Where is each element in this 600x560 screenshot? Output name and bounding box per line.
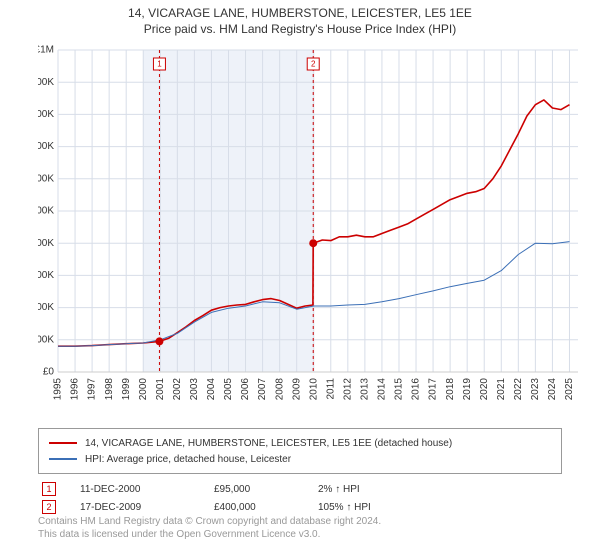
chart-container: { "title": "14, VICARAGE LANE, HUMBERSTO…: [0, 0, 600, 560]
svg-text:£600K: £600K: [38, 173, 54, 184]
chart-subtitle: Price paid vs. HM Land Registry's House …: [0, 20, 600, 36]
svg-text:2020: 2020: [479, 378, 490, 401]
sale-row-1: 1 11-DEC-2000 £95,000 2% ↑ HPI: [42, 480, 562, 498]
svg-text:2011: 2011: [325, 378, 336, 400]
sale-date-1: 11-DEC-2000: [80, 484, 190, 495]
svg-text:£0: £0: [43, 367, 55, 378]
sale-row-2: 2 17-DEC-2009 £400,000 105% ↑ HPI: [42, 498, 562, 516]
svg-text:2015: 2015: [394, 378, 405, 401]
svg-text:£200K: £200K: [38, 302, 54, 313]
svg-text:2017: 2017: [428, 378, 439, 401]
svg-text:£700K: £700K: [38, 141, 54, 152]
chart-title: 14, VICARAGE LANE, HUMBERSTONE, LEICESTE…: [0, 0, 600, 20]
svg-text:2: 2: [311, 60, 316, 69]
svg-text:£400K: £400K: [38, 238, 54, 249]
svg-text:£800K: £800K: [38, 109, 54, 120]
legend-box: 14, VICARAGE LANE, HUMBERSTONE, LEICESTE…: [38, 428, 562, 474]
svg-text:2001: 2001: [155, 378, 166, 401]
svg-text:1995: 1995: [53, 378, 64, 401]
svg-text:2013: 2013: [360, 378, 371, 401]
svg-text:2023: 2023: [530, 378, 541, 401]
sale-date-2: 17-DEC-2009: [80, 502, 190, 513]
footer-line-1: Contains HM Land Registry data © Crown c…: [38, 516, 562, 529]
legend-label-1: 14, VICARAGE LANE, HUMBERSTONE, LEICESTE…: [85, 438, 452, 449]
sale-badge-1: 1: [42, 482, 56, 496]
sale-pct-1: 2% ↑ HPI: [318, 484, 408, 495]
footer-attribution: Contains HM Land Registry data © Crown c…: [38, 516, 562, 541]
svg-text:2008: 2008: [274, 378, 285, 401]
svg-text:2005: 2005: [223, 378, 234, 401]
svg-text:2000: 2000: [138, 378, 149, 401]
svg-text:2003: 2003: [189, 378, 200, 401]
sales-table: 1 11-DEC-2000 £95,000 2% ↑ HPI 2 17-DEC-…: [38, 472, 562, 516]
legend-row-series-1: 14, VICARAGE LANE, HUMBERSTONE, LEICESTE…: [49, 435, 551, 451]
svg-text:2016: 2016: [411, 378, 422, 401]
svg-text:2004: 2004: [206, 378, 217, 401]
legend-swatch-2: [49, 458, 77, 460]
svg-text:£1M: £1M: [38, 45, 54, 56]
svg-text:£500K: £500K: [38, 206, 54, 217]
svg-text:2018: 2018: [445, 378, 456, 401]
svg-text:1999: 1999: [121, 378, 132, 401]
svg-text:2007: 2007: [257, 378, 268, 401]
svg-text:£100K: £100K: [38, 334, 54, 345]
svg-text:2019: 2019: [462, 378, 473, 401]
legend-label-2: HPI: Average price, detached house, Leic…: [85, 454, 291, 465]
svg-text:1996: 1996: [70, 378, 81, 401]
sale-price-1: £95,000: [214, 484, 294, 495]
svg-text:2024: 2024: [547, 378, 558, 401]
svg-text:2010: 2010: [308, 378, 319, 401]
svg-text:£300K: £300K: [38, 270, 54, 281]
sale-pct-2: 105% ↑ HPI: [318, 502, 408, 513]
svg-text:2021: 2021: [496, 378, 507, 401]
chart-svg: £0 £100K £200K £300K £400K £500K £600K £700K £80…: [38, 40, 588, 415]
svg-text:2014: 2014: [377, 378, 388, 401]
svg-text:2002: 2002: [172, 378, 183, 401]
svg-text:1997: 1997: [87, 378, 98, 401]
sale-badge-2: 2: [42, 500, 56, 514]
svg-text:2009: 2009: [291, 378, 302, 401]
sale-price-2: £400,000: [214, 502, 294, 513]
svg-text:2012: 2012: [342, 378, 353, 401]
legend-swatch-1: [49, 442, 77, 444]
legend-row-series-2: HPI: Average price, detached house, Leic…: [49, 451, 551, 467]
svg-text:2022: 2022: [513, 378, 524, 401]
svg-text:1998: 1998: [104, 378, 115, 401]
svg-text:2025: 2025: [564, 378, 575, 401]
svg-text:1: 1: [157, 60, 162, 69]
footer-line-2: This data is licensed under the Open Gov…: [38, 529, 562, 542]
svg-text:£900K: £900K: [38, 77, 54, 88]
svg-text:2006: 2006: [240, 378, 251, 401]
chart-plot-area: £0 £100K £200K £300K £400K £500K £600K £700K £80…: [38, 40, 588, 415]
